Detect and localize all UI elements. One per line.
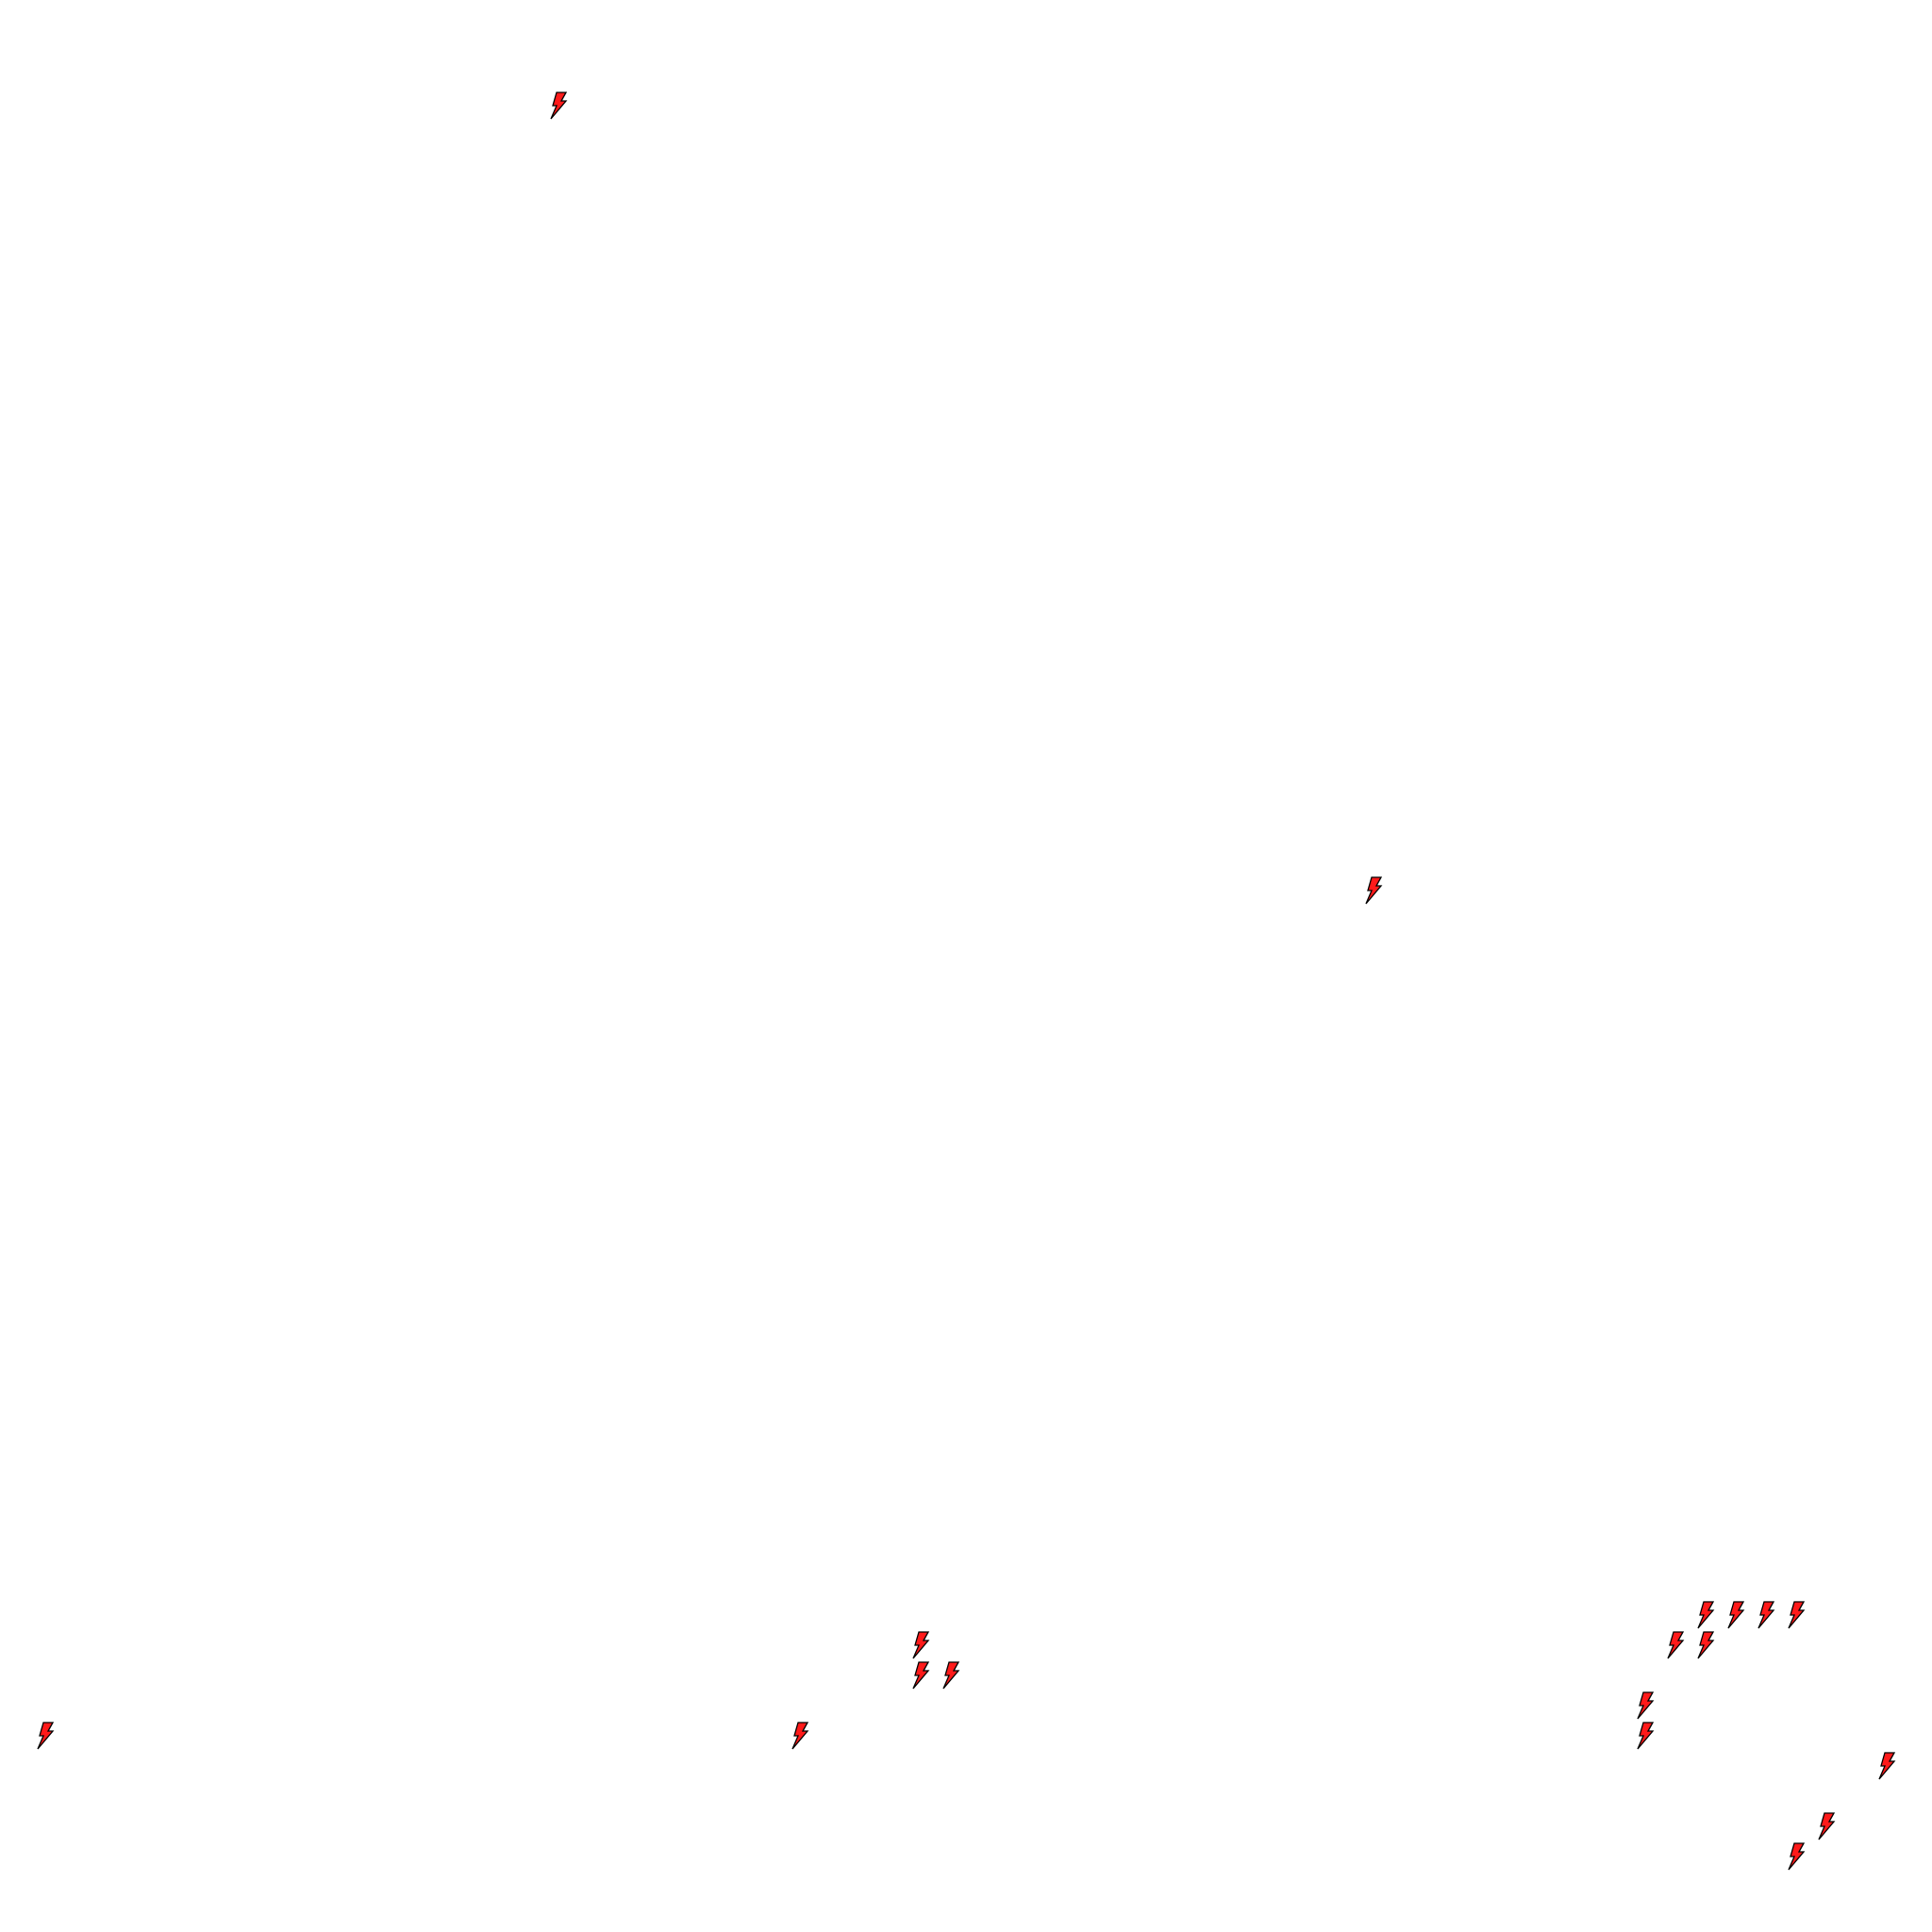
- lightning-bolt-icon[interactable]: [1365, 876, 1383, 905]
- lightning-bolt-icon[interactable]: [550, 92, 568, 120]
- lightning-bolt-icon[interactable]: [1788, 1601, 1806, 1629]
- lightning-bolt-icon[interactable]: [1637, 1722, 1655, 1750]
- lightning-bolt-icon[interactable]: [1788, 1842, 1806, 1871]
- lightning-bolt-icon[interactable]: [1637, 1691, 1655, 1720]
- lightning-bolt-icon[interactable]: [912, 1661, 930, 1690]
- lightning-bolt-icon[interactable]: [791, 1722, 809, 1750]
- lightning-bolt-icon[interactable]: [942, 1661, 960, 1690]
- lightning-bolt-icon[interactable]: [1878, 1752, 1896, 1780]
- lightning-bolt-icon[interactable]: [1697, 1631, 1715, 1659]
- lightning-bolt-icon[interactable]: [1818, 1812, 1836, 1840]
- lightning-bolt-icon[interactable]: [37, 1722, 55, 1750]
- lightning-bolt-icon[interactable]: [1667, 1631, 1685, 1659]
- lightning-bolt-icon[interactable]: [1727, 1601, 1745, 1629]
- lightning-bolt-icon[interactable]: [1757, 1601, 1775, 1629]
- lightning-bolt-icon[interactable]: [1697, 1601, 1715, 1629]
- lightning-bolt-icon[interactable]: [912, 1631, 930, 1659]
